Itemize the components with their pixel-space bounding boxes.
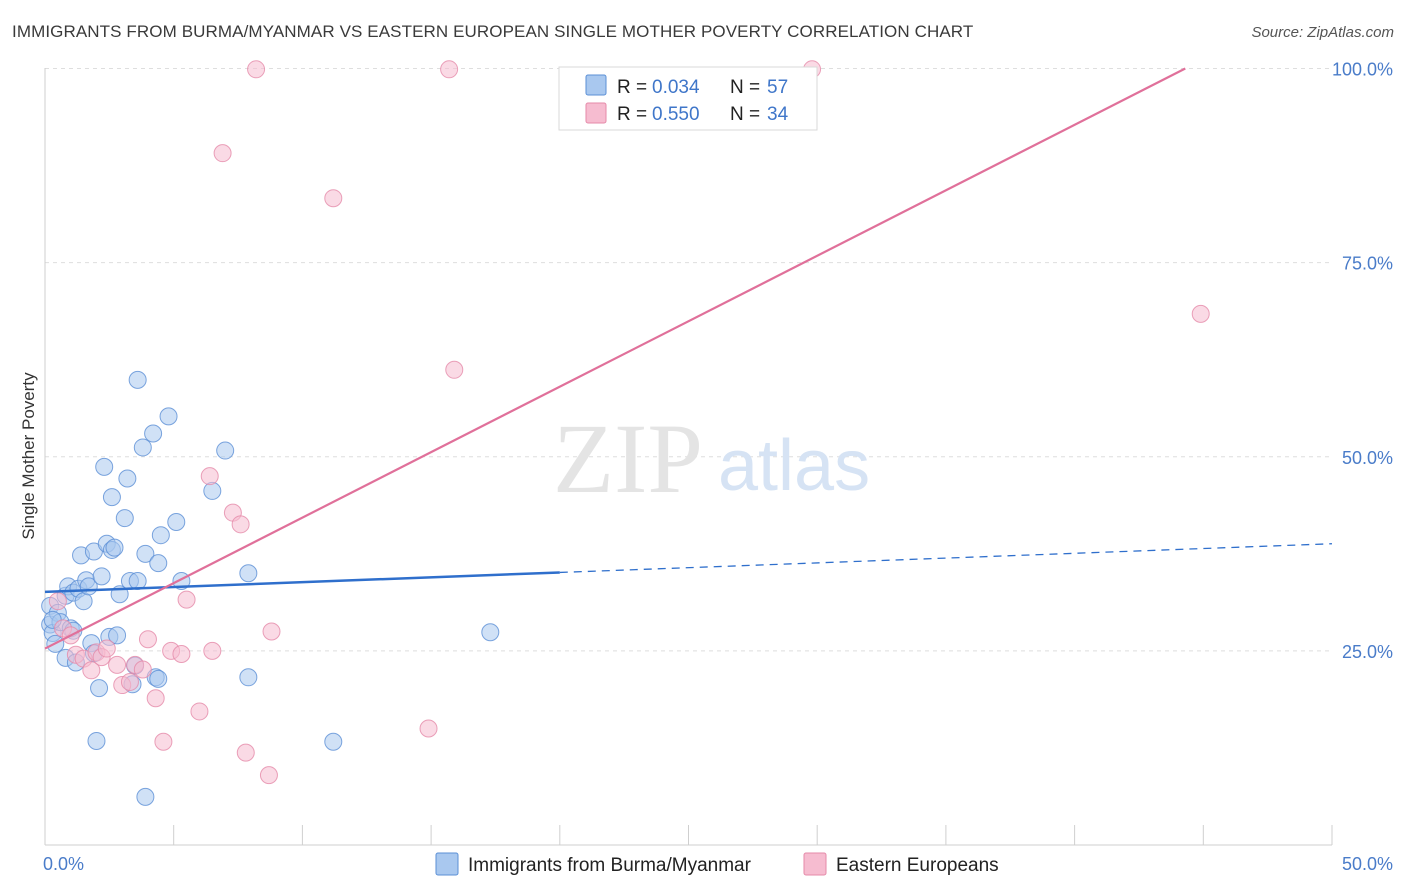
burma-data-point	[118, 469, 137, 488]
eastern-european-trend-line	[44, 67, 1186, 650]
y-tick-label: 50.0%	[1342, 448, 1393, 468]
eastern-european-data-point	[247, 60, 266, 79]
eastern-european-data-point	[138, 630, 157, 649]
x-tick-label-max: 50.0%	[1342, 854, 1393, 874]
burma-data-point	[167, 512, 186, 531]
stats-legend: R = 0.034 N = 57 R = 0.550 N = 34	[558, 66, 818, 131]
legend-n-value-1: 57	[767, 77, 788, 98]
legend-swatch-blue	[585, 74, 607, 96]
eastern-european-data-point	[419, 719, 438, 738]
source-credit: Source: ZipAtlas.com	[1251, 24, 1394, 41]
burma-data-point	[203, 481, 222, 500]
trend-lines	[44, 67, 1333, 650]
bottom-legend-label-pink: Eastern Europeans	[836, 855, 999, 876]
burma-data-point	[105, 538, 124, 557]
x-tick-label-min: 0.0%	[43, 854, 84, 874]
legend-swatch-pink	[585, 102, 607, 124]
series-eastern-european-points	[48, 60, 1210, 785]
burma-data-point	[239, 564, 258, 583]
eastern-european-data-point	[82, 661, 101, 680]
eastern-european-data-point	[154, 732, 173, 751]
eastern-european-data-point	[146, 689, 165, 708]
eastern-european-data-point	[324, 189, 343, 208]
eastern-european-data-point	[48, 592, 67, 611]
burma-data-point	[133, 438, 152, 457]
burma-data-point	[90, 679, 109, 698]
burma-data-point	[115, 509, 134, 528]
eastern-european-data-point	[213, 144, 232, 163]
eastern-european-data-point	[133, 660, 152, 679]
y-tick-labels: 25.0% 50.0% 75.0% 100.0%	[1332, 60, 1393, 662]
burma-data-point	[95, 457, 114, 476]
eastern-european-data-point	[1191, 304, 1210, 323]
burma-data-point	[159, 407, 178, 426]
bottom-legend-label-blue: Immigrants from Burma/Myanmar	[468, 855, 752, 876]
legend-r-value-1: 0.034	[652, 77, 700, 98]
legend-r-value-2: 0.550	[652, 104, 700, 125]
legend-n-value-2: 34	[767, 104, 789, 125]
burma-trend-line	[44, 571, 560, 594]
burma-data-point	[149, 669, 168, 688]
legend-r-label-2: R =	[617, 104, 647, 125]
burma-trend-line-extension	[559, 543, 1333, 574]
burma-data-point	[216, 441, 235, 460]
burma-data-point	[128, 370, 147, 389]
watermark: ZIP atlas	[553, 403, 870, 514]
watermark-atlas: atlas	[718, 426, 870, 506]
eastern-european-data-point	[231, 515, 250, 534]
legend-n-label-1: N =	[730, 77, 760, 98]
eastern-european-data-point	[172, 644, 191, 663]
watermark-zip: ZIP	[553, 403, 703, 514]
bottom-legend-swatch-pink	[803, 852, 827, 876]
eastern-european-data-point	[262, 622, 281, 641]
eastern-european-data-point	[120, 672, 139, 691]
eastern-european-data-point	[97, 639, 116, 658]
eastern-european-data-point	[200, 467, 219, 486]
grid-lines	[45, 68, 1332, 652]
y-tick-label: 75.0%	[1342, 254, 1393, 274]
y-tick-label: 100.0%	[1332, 60, 1393, 80]
eastern-european-data-point	[440, 60, 459, 79]
eastern-european-data-point	[108, 655, 127, 674]
y-axis-label: Single Mother Poverty	[19, 372, 38, 540]
burma-data-point	[136, 787, 155, 806]
burma-data-point	[149, 554, 168, 573]
legend-n-label-2: N =	[730, 104, 760, 125]
x-ticks	[44, 825, 1333, 845]
eastern-european-data-point	[445, 360, 464, 379]
burma-data-point	[92, 567, 111, 586]
eastern-european-data-point	[236, 743, 255, 762]
burma-data-point	[136, 544, 155, 563]
burma-data-point	[481, 623, 500, 642]
burma-data-point	[102, 488, 121, 507]
bottom-legend-swatch-blue	[435, 852, 459, 876]
burma-data-point	[151, 526, 170, 545]
burma-data-point	[108, 626, 127, 645]
eastern-european-data-point	[259, 766, 278, 785]
burma-data-point	[87, 731, 106, 750]
eastern-european-data-point	[177, 590, 196, 609]
chart-title: IMMIGRANTS FROM BURMA/MYANMAR VS EASTERN…	[12, 22, 974, 41]
eastern-european-data-point	[203, 641, 222, 660]
burma-data-point	[144, 424, 163, 443]
burma-data-point	[324, 732, 343, 751]
y-tick-label: 25.0%	[1342, 642, 1393, 662]
eastern-european-data-point	[190, 702, 209, 721]
burma-data-point	[239, 668, 258, 687]
bottom-legend: Immigrants from Burma/Myanmar Eastern Eu…	[435, 852, 999, 876]
legend-r-label-1: R =	[617, 77, 647, 98]
